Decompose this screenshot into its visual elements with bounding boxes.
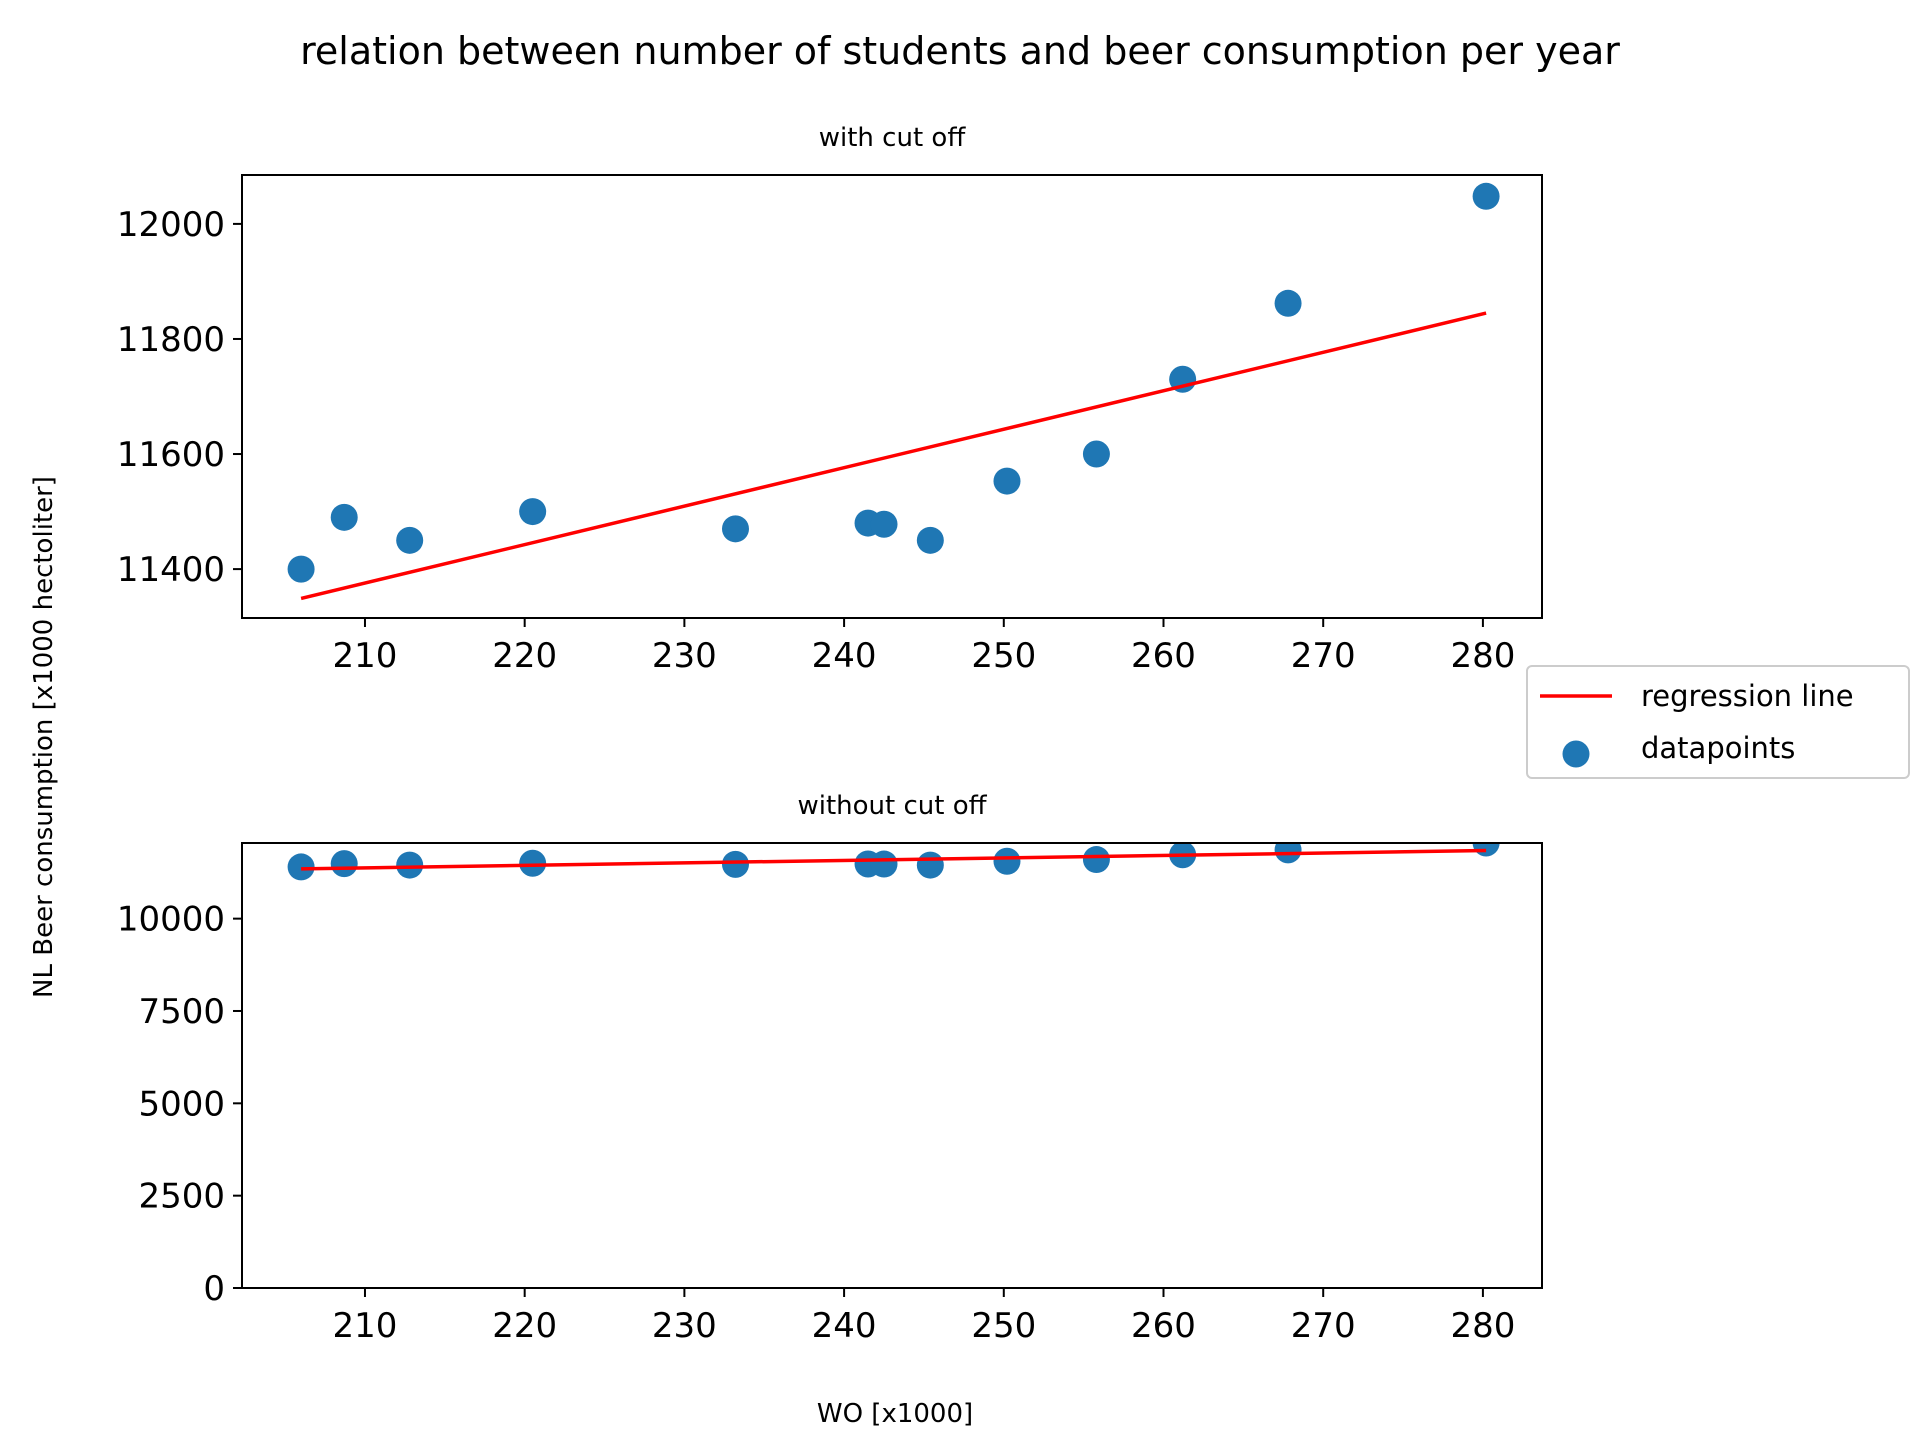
datapoint	[396, 526, 424, 554]
x-tick-label: 210	[333, 636, 398, 676]
y-tick-label: 11800	[117, 320, 225, 360]
x-tick-label: 230	[652, 1306, 717, 1346]
datapoint	[519, 849, 547, 877]
x-tick-label: 280	[1450, 1306, 1515, 1346]
subplots: with cut off 210 220 230 240 250 260 270 280 1140…	[117, 123, 1543, 1346]
regression-line	[300, 311, 1487, 601]
x-tick-label: 240	[812, 636, 877, 676]
datapoint	[916, 851, 944, 879]
datapoint	[1472, 843, 1500, 857]
datapoint	[1274, 843, 1302, 864]
datapoint	[916, 526, 944, 554]
figure-title: relation between number of students and …	[300, 29, 1620, 73]
x-tick-label: 260	[1131, 1306, 1196, 1346]
y-tick-label: 7500	[138, 992, 225, 1032]
axes-frame	[241, 174, 1543, 619]
subplot-2: without cut off 210 220 230 240 250 260 270 280 0…	[117, 791, 1543, 1346]
y-tick-label: 11400	[117, 550, 225, 590]
plot-area	[287, 843, 1500, 881]
x-tick-label: 250	[971, 636, 1036, 676]
y-tick-label: 0	[203, 1269, 225, 1309]
y-tick-label: 2500	[138, 1177, 225, 1217]
datapoint	[330, 850, 358, 878]
datapoint	[1082, 846, 1110, 874]
datapoint	[870, 510, 898, 538]
x-tick-label: 210	[333, 1306, 398, 1346]
subplot-title: without cut off	[797, 791, 987, 821]
datapoint	[993, 847, 1021, 875]
x-tick-label: 270	[1291, 636, 1356, 676]
datapoint	[721, 850, 749, 878]
datapoint	[1472, 182, 1500, 210]
datapoint	[870, 850, 898, 878]
legend-box	[1526, 665, 1910, 779]
legend: regression line datapoints	[1526, 665, 1910, 779]
legend-label: regression line	[1641, 679, 1854, 713]
datapoint	[287, 853, 315, 881]
axes-frame	[241, 842, 1543, 1289]
x-tick-label: 230	[652, 636, 717, 676]
subplot-title: with cut off	[819, 123, 967, 153]
datapoint	[396, 851, 424, 879]
datapoint	[721, 515, 749, 543]
datapoint	[993, 467, 1021, 495]
x-axis-label: WO [x1000]	[817, 1399, 973, 1429]
legend-label: datapoints	[1641, 731, 1795, 765]
y-tick-label: 10000	[117, 900, 225, 940]
y-tick-label: 12000	[117, 205, 225, 245]
x-tick-label: 240	[812, 1306, 877, 1346]
y-tick-label: 11600	[117, 435, 225, 475]
legend-marker-swatch	[1562, 740, 1590, 768]
subplot-1: with cut off 210 220 230 240 250 260 270 280 1140…	[117, 123, 1543, 676]
x-tick-label: 260	[1131, 636, 1196, 676]
x-tick-label: 270	[1291, 1306, 1356, 1346]
datapoint	[287, 555, 315, 583]
regression-line	[301, 848, 1487, 871]
y-tick-label: 5000	[138, 1084, 225, 1124]
x-tick-label: 220	[492, 1306, 557, 1346]
x-tick-label: 220	[492, 636, 557, 676]
plot-area	[287, 182, 1500, 601]
datapoint	[330, 503, 358, 531]
datapoint	[519, 498, 547, 526]
x-tick-label: 250	[971, 1306, 1036, 1346]
x-tick-label: 280	[1450, 636, 1515, 676]
datapoint	[1274, 289, 1302, 317]
datapoint	[1082, 440, 1110, 468]
y-axis-label: NL Beer consumption [x1000 hectoliter]	[29, 476, 59, 998]
